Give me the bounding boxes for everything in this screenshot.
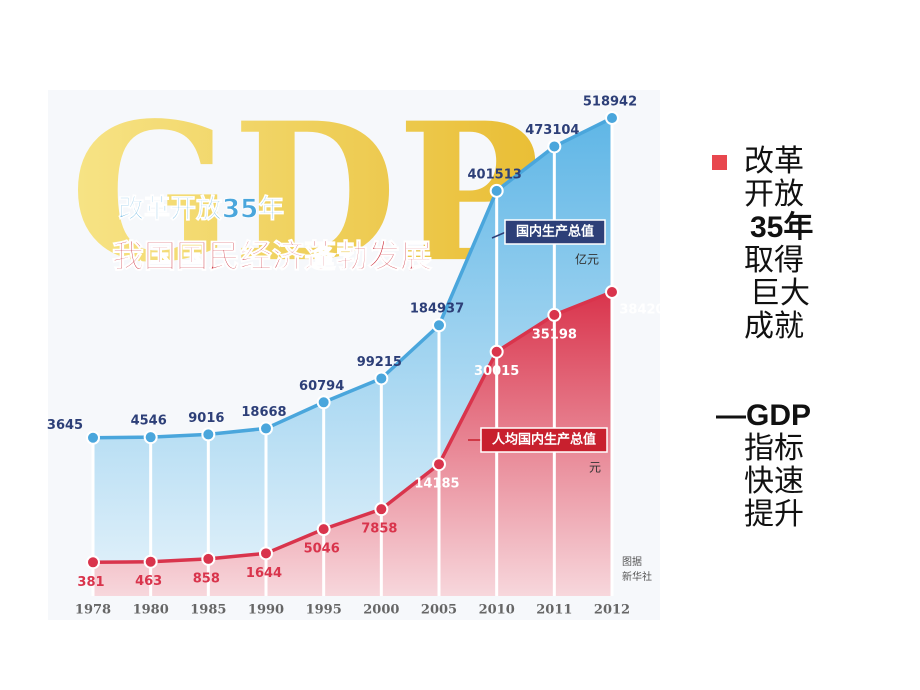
point — [86, 430, 100, 445]
data-label: 381 — [77, 575, 104, 590]
point — [259, 546, 273, 561]
legend-label: 国内生产总值 — [516, 224, 594, 240]
point — [201, 427, 216, 442]
x-tick-label: 1980 — [133, 603, 169, 618]
chart-title: 我国国民经济蓬勃发展 — [112, 237, 432, 275]
point — [489, 183, 504, 198]
data-label: 858 — [193, 571, 220, 586]
leader — [491, 231, 507, 239]
plot: 1978 1980 1985 1990 1995 2000 2005 2010 2011 2012… — [47, 95, 665, 618]
bullet: —GDP 指标 快速 提升 — [712, 399, 912, 531]
point — [86, 555, 100, 570]
data-label: 518942 — [583, 95, 637, 110]
data-label: 3645 — [47, 418, 83, 433]
x-tick-label: 2012 — [594, 603, 630, 618]
bullet-text: —GDP 指标 快速 提升 — [716, 399, 912, 531]
text-line: 成就 — [744, 309, 804, 344]
text-line: 提升 — [744, 497, 804, 532]
decoration-text: GDP — [70, 81, 540, 304]
legend-label: 人均国内生产总值 — [492, 432, 596, 448]
x-tick-label: 2011 — [536, 603, 572, 618]
x-tick-label: 1985 — [190, 603, 226, 618]
data-label: 463 — [135, 574, 162, 589]
point — [432, 318, 446, 333]
text-line: 指标 — [744, 431, 804, 466]
unit-label: 元 — [589, 461, 601, 475]
unit-label: 亿元 — [575, 252, 599, 267]
x-tick-label: 2000 — [363, 603, 399, 618]
data-label: 1644 — [246, 566, 282, 581]
text-line: 改革 — [744, 144, 804, 179]
bullet-marker — [712, 155, 727, 170]
point — [374, 371, 389, 386]
data-label: 401513 — [468, 167, 522, 182]
data-label: 9016 — [188, 411, 224, 426]
x-tick-label: 1978 — [75, 603, 111, 618]
line — [92, 290, 613, 565]
data-label: 14185 — [414, 477, 459, 492]
x-tick-label: 2010 — [479, 603, 515, 618]
x-tick-label: 2005 — [421, 603, 457, 618]
bullet-text: 改革 开放 35年 取得 巨大 成就 — [744, 145, 912, 343]
text-line: 35年 — [750, 211, 814, 244]
x-tick-label: 1995 — [306, 603, 342, 618]
legend-box — [504, 219, 606, 245]
source: 图据 — [622, 555, 642, 568]
point — [547, 307, 562, 322]
point — [259, 421, 273, 436]
point — [605, 111, 619, 125]
data-label: 4546 — [131, 414, 167, 429]
data-label: 473104 — [525, 123, 579, 138]
text-line: 取得 — [744, 243, 804, 278]
legend-box — [480, 427, 608, 453]
data-label: 60794 — [299, 379, 344, 394]
chart-subtitle: 改革开放35年 — [118, 194, 284, 225]
point — [316, 395, 331, 410]
point — [489, 344, 504, 359]
point — [201, 551, 216, 566]
text-line: 开放 — [744, 177, 804, 212]
bullet-list: 改革 开放 35年 取得 巨大 成就 —GDP 指标 快速 提升 — [712, 145, 912, 587]
source: 新华社 — [622, 570, 652, 583]
point — [374, 502, 389, 517]
text-line: 快速 — [744, 464, 804, 499]
data-label: 5046 — [304, 542, 340, 557]
x-tick-label: 1990 — [248, 603, 284, 618]
data-label: 38420 — [619, 303, 664, 318]
data-label: 18668 — [241, 405, 286, 420]
data-label: 35198 — [532, 327, 577, 342]
point — [143, 430, 158, 445]
point — [316, 522, 331, 537]
data-label: 7858 — [361, 522, 397, 537]
area — [93, 292, 612, 596]
data-label: 30015 — [474, 364, 519, 379]
data-label: 99215 — [357, 355, 402, 370]
text-line: —GDP — [716, 399, 812, 432]
point — [143, 554, 158, 569]
point — [547, 139, 562, 154]
data-label: 184937 — [410, 302, 464, 317]
line — [92, 116, 613, 440]
text-line: 巨大 — [750, 276, 810, 311]
point — [432, 457, 446, 472]
bullet: 改革 开放 35年 取得 巨大 成就 — [712, 145, 912, 343]
point — [605, 285, 619, 299]
